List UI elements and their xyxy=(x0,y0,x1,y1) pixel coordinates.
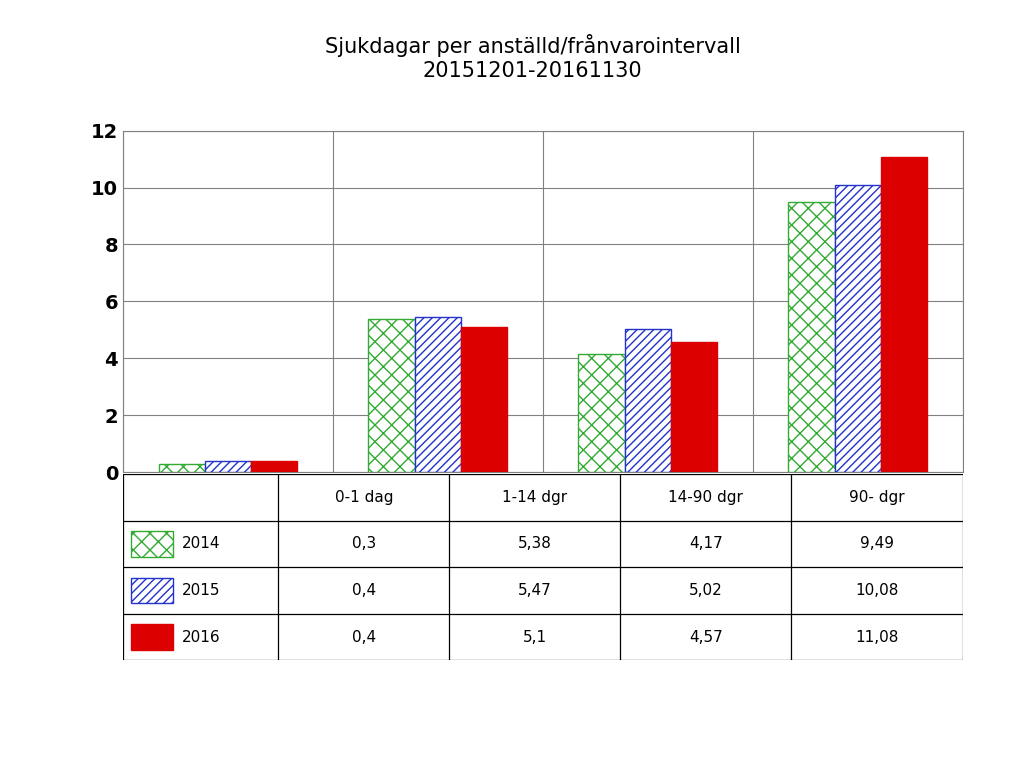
Text: 2014: 2014 xyxy=(181,536,220,551)
Text: 5,1: 5,1 xyxy=(523,630,547,644)
Bar xyxy=(131,624,173,650)
Text: 4,57: 4,57 xyxy=(689,630,723,644)
Bar xyxy=(788,202,835,472)
Text: KARLSKRONA
KOMMUN: KARLSKRONA KOMMUN xyxy=(899,701,1006,731)
Text: 0,3: 0,3 xyxy=(351,536,376,551)
Text: 2015: 2015 xyxy=(181,583,220,598)
Text: 14-90 dgr: 14-90 dgr xyxy=(669,490,743,505)
Bar xyxy=(159,464,205,472)
Text: 10,08: 10,08 xyxy=(855,583,899,598)
Text: 0,4: 0,4 xyxy=(351,630,376,644)
Bar xyxy=(131,531,173,557)
Text: 0,4: 0,4 xyxy=(351,583,376,598)
Text: 4,17: 4,17 xyxy=(689,536,723,551)
Text: 11,08: 11,08 xyxy=(855,630,899,644)
Bar xyxy=(369,319,415,472)
Text: 90- dgr: 90- dgr xyxy=(849,490,905,505)
Bar xyxy=(881,157,927,472)
Bar xyxy=(461,327,507,472)
Text: 9,49: 9,49 xyxy=(860,536,894,551)
Bar xyxy=(415,316,461,472)
Text: Sjukdagar per anställd/frånvarointervall
20151201-20161130: Sjukdagar per anställd/frånvarointervall… xyxy=(325,35,740,81)
Text: 1-14 dgr: 1-14 dgr xyxy=(503,490,567,505)
Bar xyxy=(131,578,173,604)
Text: 0-1 dag: 0-1 dag xyxy=(335,490,393,505)
Bar xyxy=(205,461,251,472)
Text: 2016: 2016 xyxy=(181,630,220,644)
Text: 5,38: 5,38 xyxy=(518,536,552,551)
Text: 5,02: 5,02 xyxy=(689,583,723,598)
Text: 5,47: 5,47 xyxy=(518,583,552,598)
Bar xyxy=(579,353,625,472)
Bar xyxy=(625,329,671,472)
Bar xyxy=(835,185,881,472)
Bar xyxy=(671,343,717,472)
Bar xyxy=(251,461,297,472)
